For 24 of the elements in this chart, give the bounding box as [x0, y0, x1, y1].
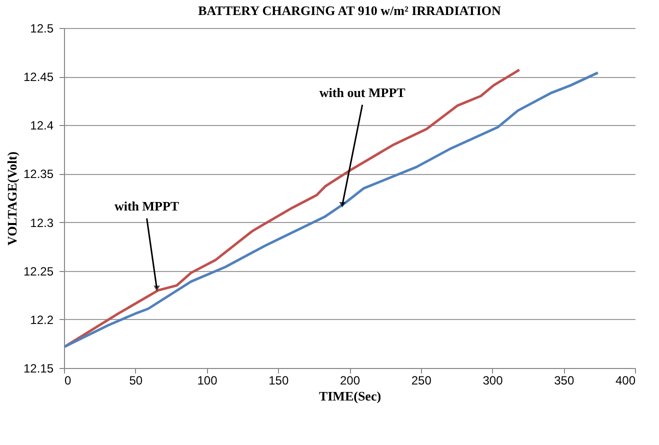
x-axis-title: TIME(Sec) [318, 388, 382, 404]
y-tick-label: 12.15 [23, 362, 54, 376]
x-tick-label: 0 [64, 374, 72, 388]
line-series [63, 71, 600, 348]
x-tick-label: 350 [554, 374, 574, 388]
x-tick-label: 250 [411, 374, 432, 388]
y-tick-label: 12.5 [30, 22, 54, 36]
y-tick-label: 12.25 [23, 264, 54, 278]
y-tick-label: 12.3 [30, 216, 54, 230]
x-tick-label: 300 [482, 374, 504, 388]
y-tick-label: 12.4 [30, 118, 54, 133]
line-series [63, 68, 521, 348]
x-tick-label: 400 [615, 374, 636, 388]
y-axis-title: VOLTAGE(Volt) [4, 152, 20, 246]
x-tick-label: 50 [129, 374, 143, 388]
chart-title: BATTERY CHARGING AT 910 w/m² IRRADIATION [198, 3, 502, 18]
annotation: with MPPT [114, 198, 180, 214]
y-tick-label: 12.2 [30, 312, 54, 327]
x-tick-label: 200 [340, 374, 360, 388]
annotation: with out MPPT [319, 84, 406, 100]
y-tick-label: 12.35 [23, 167, 54, 182]
x-tick-label: 100 [197, 374, 218, 388]
x-tick-label: 150 [268, 374, 289, 388]
y-tick-label: 12.45 [23, 70, 54, 84]
